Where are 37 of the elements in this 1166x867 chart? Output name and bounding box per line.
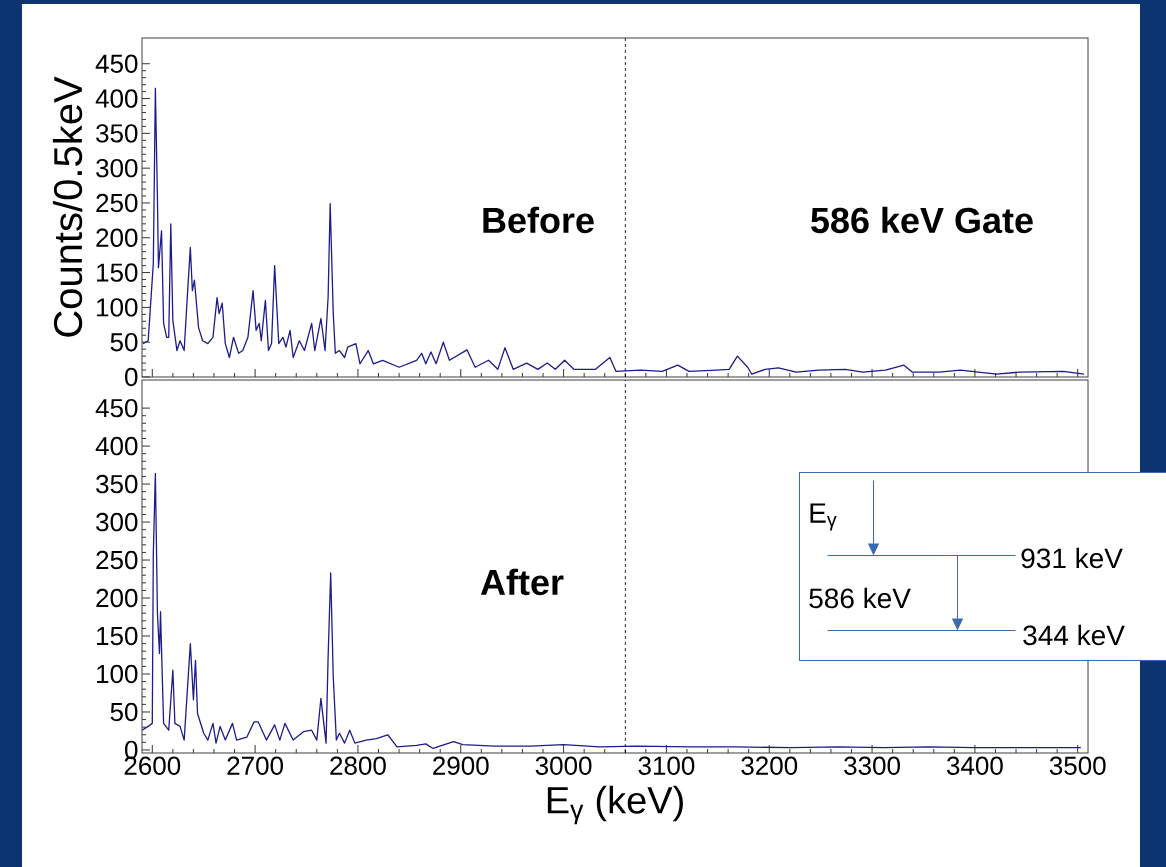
- x-tick-label: 2800: [330, 756, 386, 775]
- y-tick-label: 350: [96, 124, 138, 143]
- annotation: After: [480, 568, 564, 596]
- x-tick-label: 3500: [1049, 756, 1106, 775]
- y-tick-label: 200: [96, 588, 138, 608]
- y-tick-label: 300: [96, 512, 138, 532]
- y-tick-label: 100: [97, 298, 138, 317]
- y-tick-label: 250: [96, 193, 138, 213]
- annotation: 931 keV: [1021, 547, 1123, 569]
- y-tick-label: 100: [97, 664, 138, 684]
- annotation: 344 keV: [1023, 624, 1125, 646]
- annotation: 586 keV Gate: [811, 206, 1033, 234]
- x-tick-label: 3400: [946, 756, 1003, 775]
- y-tick-label: 50: [110, 332, 138, 352]
- y-tick-label: 350: [96, 474, 138, 494]
- x-tick-label: 3300: [844, 756, 900, 775]
- y-tick-label: 0: [125, 367, 138, 387]
- y-tick-label: 200: [96, 228, 138, 247]
- annotation: Before: [483, 206, 594, 234]
- y-axis-title: Counts/0.5keV: [52, 76, 83, 337]
- x-tick-label: 2900: [433, 756, 489, 775]
- y-tick-label: 150: [97, 263, 138, 282]
- x-axis-title: E$_{γ}$ (keV): [547, 785, 683, 825]
- y-tick-label: 150: [97, 626, 138, 646]
- y-tick-label: 400: [95, 89, 138, 108]
- x-tick-label: 3200: [741, 756, 798, 775]
- y-tick-label: 250: [96, 550, 138, 570]
- y-tick-label: 50: [110, 702, 138, 722]
- y-tick-label: 450: [95, 54, 138, 73]
- x-tick-label: 2700: [227, 756, 283, 775]
- y-tick-label: 300: [96, 158, 138, 178]
- x-tick-label: 3100: [638, 756, 695, 775]
- annotation: 586 keV: [809, 587, 911, 609]
- y-tick-label: 450: [95, 398, 138, 418]
- y-tick-label: 400: [95, 436, 138, 456]
- annotation: E$_{γ}$: [810, 503, 837, 531]
- x-tick-label: 3000: [535, 756, 592, 775]
